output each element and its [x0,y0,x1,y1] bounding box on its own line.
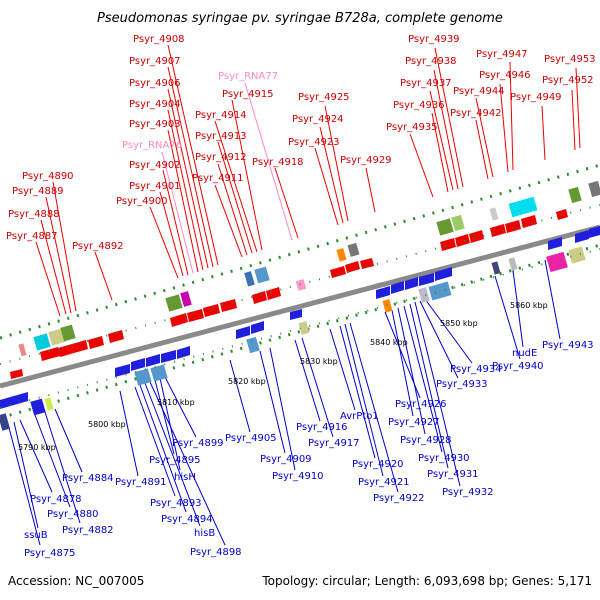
scale-labels: 5790 kbp 5800 kbp 5810 kbp 5820 kbp 5830… [18,301,548,452]
gene-label[interactable]: Psyr_4894 [161,514,213,525]
gene-label[interactable]: Psyr_4915 [222,89,274,100]
accession-text: Accession: NC_007005 [8,574,144,588]
gene-label[interactable]: Psyr_4920 [352,459,404,470]
gene-label[interactable]: Psyr_4947 [476,49,528,60]
gene-label[interactable]: Psyr_4921 [358,477,410,488]
gene-label[interactable]: Psyr_4882 [62,525,114,536]
gene-label[interactable]: Psyr_4904 [129,99,181,110]
gene-label[interactable]: Psyr_4892 [72,241,124,252]
scale-label: 5790 kbp [18,443,56,452]
gene-label[interactable]: Psyr_4903 [129,119,181,130]
gene-label[interactable]: Psyr_4935 [386,122,438,133]
gene-label[interactable]: Psyr_4934 [450,364,502,375]
gene-label[interactable]: Psyr_4932 [442,487,494,498]
gene-label[interactable]: hisH [174,472,196,483]
gene-label[interactable]: Psyr_4895 [149,455,201,466]
gene-label[interactable]: Psyr_4911 [192,173,244,184]
gene-label[interactable]: Psyr_4878 [30,494,82,505]
gene-label[interactable]: Psyr_4946 [479,70,531,81]
gene-label[interactable]: AvrPto1 [340,411,379,422]
gene-label[interactable]: Psyr_4923 [288,137,340,148]
rna-label[interactable]: Psyr_RNA76 [122,140,182,151]
gene-label[interactable]: Psyr_4924 [292,114,344,125]
gene-label[interactable]: Psyr_4912 [195,152,247,163]
gene-label[interactable]: Psyr_4949 [510,92,562,103]
gene-label[interactable]: Psyr_4936 [393,100,445,111]
gene-label[interactable]: Psyr_4913 [195,131,247,142]
gene-label[interactable]: Psyr_4906 [129,78,181,89]
gene-label[interactable]: Psyr_4933 [436,379,488,390]
gene-label[interactable]: Psyr_4884 [62,473,114,484]
reverse-strand-features [0,226,600,431]
scale-label: 5840 kbp [370,338,408,347]
gene-label[interactable]: Psyr_4880 [47,509,99,520]
genome-band [0,44,600,546]
gene-label[interactable]: Psyr_4916 [296,422,348,433]
gene-label[interactable]: Psyr_4909 [260,454,312,465]
gene-label[interactable]: Psyr_4953 [544,54,596,65]
gene-label[interactable]: Psyr_4890 [22,171,74,182]
gene-label[interactable]: Psyr_4900 [116,196,168,207]
gene-label[interactable]: hisB [194,528,215,539]
scale-label: 5830 kbp [300,357,338,366]
forward-gene-labels: Psyr_4887 Psyr_4888 Psyr_4889 Psyr_4890 … [6,34,596,252]
scale-label: 5850 kbp [440,319,478,328]
gene-label[interactable]: Psyr_4939 [408,34,460,45]
scale-label: 5820 kbp [228,377,266,386]
rna-label[interactable]: Psyr_RNA77 [218,71,278,82]
gene-label[interactable]: Psyr_4887 [6,231,58,242]
scale-label: 5810 kbp [157,398,195,407]
gene-label[interactable]: Psyr_4952 [542,75,594,86]
gene-label[interactable]: Psyr_4927 [388,417,440,428]
gene-label[interactable]: Psyr_4918 [252,157,304,168]
tick-row-inner [0,204,600,409]
gene-label[interactable]: Psyr_4937 [400,78,452,89]
gene-label[interactable]: Psyr_4928 [400,435,452,446]
scale-label: 5860 kbp [510,301,548,310]
gene-label[interactable]: Psyr_4943 [542,340,594,351]
gene-label[interactable]: Psyr_4931 [427,469,479,480]
reverse-gene-labels: Psyr_4875 ssuB Psyr_4878 Psyr_4880 Psyr_… [24,340,594,559]
gene-label[interactable]: Psyr_4889 [12,186,64,197]
gene-label[interactable]: Psyr_4938 [405,56,457,67]
gene-label[interactable]: Psyr_4926 [395,399,447,410]
map-title: Pseudomonas syringae pv. syringae B728a,… [97,11,503,26]
gene-label[interactable]: ssuB [24,530,48,541]
gene-label[interactable]: Psyr_4922 [373,493,425,504]
gene-label[interactable]: Psyr_4944 [453,86,505,97]
tick-row-outer-top [0,163,600,340]
gene-label[interactable]: Psyr_4925 [298,92,350,103]
gene-label[interactable]: Psyr_4910 [272,471,324,482]
gene-label[interactable]: Psyr_4891 [115,477,167,488]
gene-label[interactable]: Psyr_4907 [129,56,181,67]
gene-label[interactable]: Psyr_4875 [24,548,76,559]
gene-label[interactable]: Psyr_4930 [418,453,470,464]
gene-label[interactable]: Psyr_4929 [340,155,392,166]
genome-backbone [0,224,600,389]
gene-label[interactable]: Psyr_4940 [492,361,544,372]
gene-label[interactable]: Psyr_4888 [8,209,60,220]
scale-label: 5800 kbp [88,420,126,429]
gene-label[interactable]: Psyr_4899 [172,438,224,449]
genome-summary-text: Topology: circular; Length: 6,093,698 bp… [261,574,592,588]
gene-label[interactable]: Psyr_4898 [190,547,242,558]
gene-label[interactable]: Psyr_4902 [129,160,181,171]
gene-label[interactable]: Psyr_4908 [133,34,185,45]
gene-label[interactable]: nudE [512,348,537,359]
gene-label[interactable]: Psyr_4905 [225,433,277,444]
forward-strand-features [10,180,600,379]
gene-label[interactable]: Psyr_4942 [450,108,502,119]
gene-label[interactable]: Psyr_4893 [150,498,202,509]
tick-row-outer-bottom [0,243,600,420]
leader-lines [7,44,581,546]
gene-label[interactable]: Psyr_4914 [195,110,247,121]
gene-label[interactable]: Psyr_4901 [129,181,181,192]
gene-label[interactable]: Psyr_4917 [308,438,360,449]
